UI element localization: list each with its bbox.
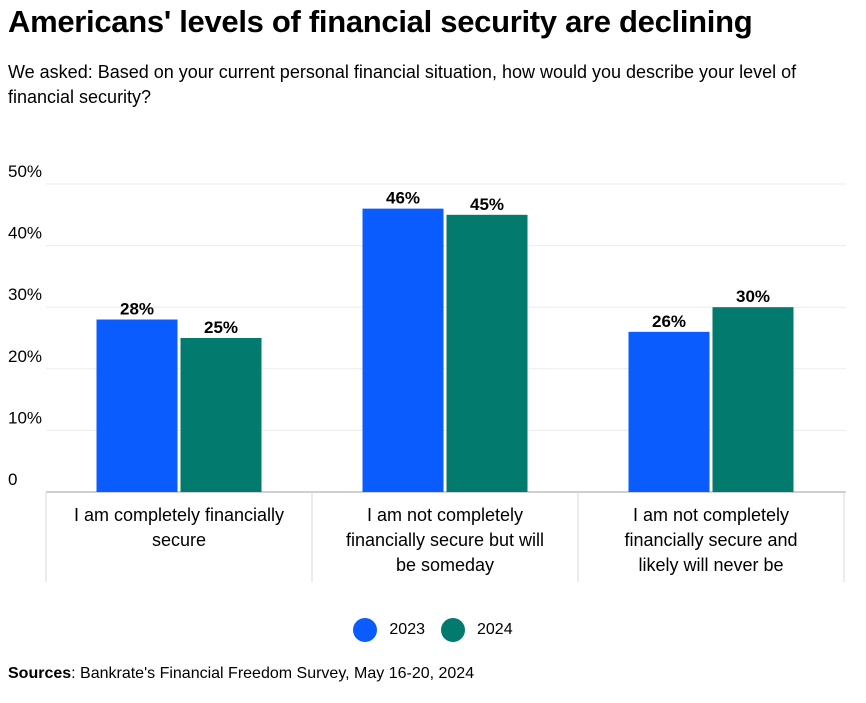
data-label: 28% — [120, 300, 154, 319]
y-tick-label: 30% — [8, 285, 42, 304]
bar-2023-2 — [362, 208, 444, 492]
data-label: 25% — [204, 318, 238, 337]
y-tick-label: 40% — [8, 224, 42, 243]
y-tick-label: 0 — [8, 470, 17, 489]
legend-item-2023: 2023 — [353, 618, 425, 642]
data-label: 46% — [386, 189, 420, 208]
y-tick-label: 20% — [8, 347, 42, 366]
x-category-label: I am completely financially secure — [74, 505, 284, 550]
y-tick-label: 10% — [8, 408, 42, 427]
source-label: Sources — [8, 665, 72, 682]
chart-subtitle: We asked: Based on your current personal… — [8, 62, 797, 107]
y-tick-label: 50% — [8, 162, 42, 181]
source-note: Sources: Bankrate's Financial Freedom Su… — [8, 665, 474, 683]
legend-swatch-2023 — [353, 618, 378, 642]
bar-2023-1 — [96, 319, 178, 492]
x-category-label: I am not completely financially secure an… — [624, 505, 797, 575]
data-label: 45% — [470, 195, 504, 214]
bar-2024-3 — [712, 307, 794, 492]
data-label: 30% — [736, 287, 770, 306]
bar-2024-1 — [180, 338, 262, 492]
legend: 2023 2024 — [0, 618, 866, 642]
legend-swatch-2024 — [441, 618, 465, 642]
data-label: 26% — [652, 312, 686, 331]
legend-label-2023: 2023 — [389, 621, 425, 638]
bar-2024-2 — [446, 214, 528, 493]
legend-item-2024: 2024 — [441, 618, 513, 642]
source-text: : Bankrate's Financial Freedom Survey, M… — [71, 665, 475, 682]
x-category-label: I am not completely financially secure bu… — [346, 505, 544, 575]
bar-2023-3 — [628, 331, 710, 492]
bar-chart: 0 10% 20% 30% 40% 50% 28% 25% I am completely fi… — [8, 162, 846, 582]
legend-label-2024: 2024 — [477, 621, 513, 638]
chart-title: Americans' levels of financial security … — [8, 4, 753, 39]
